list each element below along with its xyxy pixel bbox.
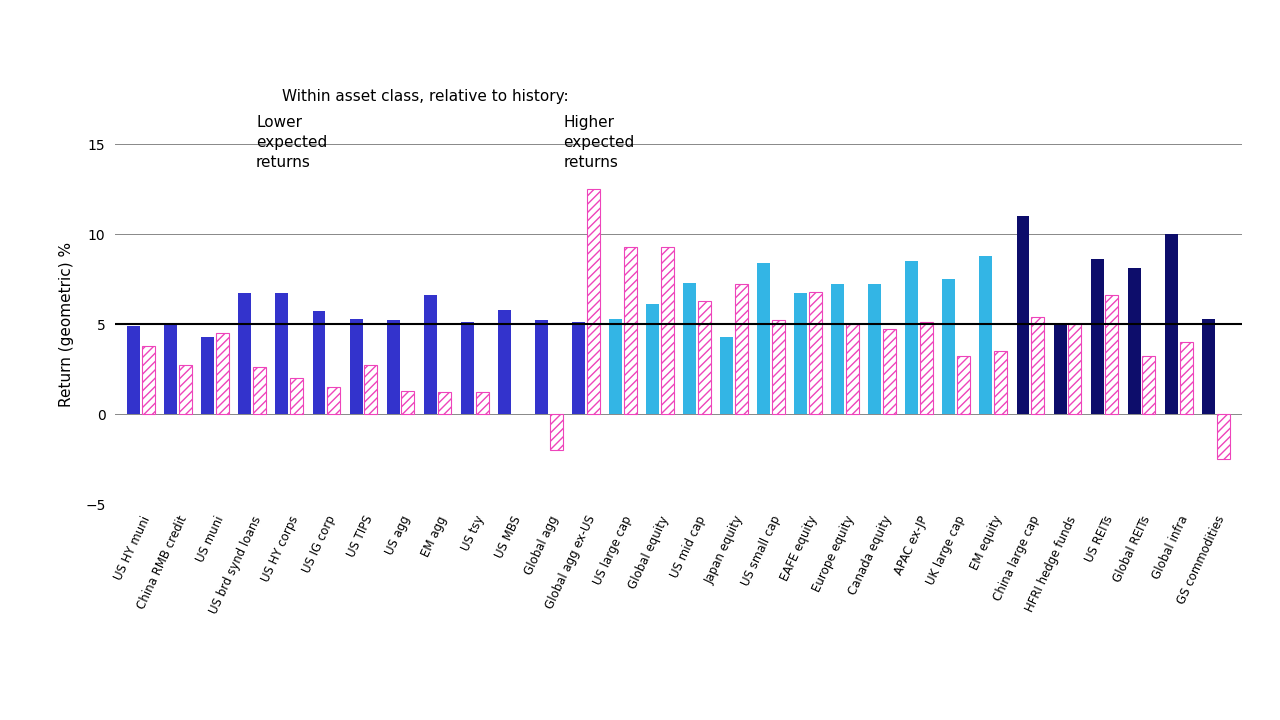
Bar: [476, 392, 489, 414]
Bar: [1128, 269, 1140, 414]
Bar: [164, 324, 177, 414]
Bar: [846, 324, 859, 414]
Bar: [942, 279, 955, 414]
Bar: [1091, 259, 1103, 414]
Bar: [623, 246, 636, 414]
Bar: [387, 320, 399, 414]
Bar: [498, 310, 511, 414]
Bar: [275, 294, 288, 414]
Bar: [684, 282, 696, 414]
Bar: [586, 189, 599, 414]
Bar: [868, 284, 881, 414]
Bar: [349, 318, 362, 414]
Bar: [312, 311, 325, 414]
Bar: [609, 318, 622, 414]
Text: Lower
expected
returns: Lower expected returns: [256, 115, 328, 170]
Y-axis label: Return (geometric) %: Return (geometric) %: [59, 241, 74, 407]
Bar: [461, 323, 474, 414]
Bar: [905, 261, 918, 414]
Bar: [646, 304, 659, 414]
Bar: [1053, 324, 1066, 414]
Bar: [831, 284, 845, 414]
Bar: [995, 351, 1007, 414]
Bar: [735, 284, 748, 414]
Bar: [1216, 414, 1230, 459]
Bar: [1016, 216, 1029, 414]
Bar: [402, 390, 415, 414]
Bar: [291, 378, 303, 414]
Bar: [920, 323, 933, 414]
Bar: [772, 320, 785, 414]
Bar: [957, 356, 970, 414]
Bar: [660, 246, 673, 414]
Bar: [549, 414, 563, 450]
Bar: [253, 367, 266, 414]
Bar: [328, 387, 340, 414]
Bar: [979, 256, 992, 414]
Bar: [127, 325, 141, 414]
Bar: [179, 365, 192, 414]
Bar: [1069, 324, 1082, 414]
Text: Within asset class, relative to history:: Within asset class, relative to history:: [282, 89, 568, 104]
Bar: [439, 392, 452, 414]
Bar: [883, 329, 896, 414]
Text: Higher
expected
returns: Higher expected returns: [563, 115, 635, 170]
Bar: [698, 301, 710, 414]
Bar: [572, 323, 585, 414]
Bar: [365, 365, 378, 414]
Bar: [1106, 295, 1119, 414]
Bar: [1165, 234, 1178, 414]
Bar: [216, 333, 229, 414]
Bar: [201, 337, 214, 414]
Bar: [238, 294, 251, 414]
Bar: [1202, 318, 1215, 414]
Bar: [535, 320, 548, 414]
Bar: [794, 294, 808, 414]
Bar: [758, 263, 771, 414]
Bar: [142, 346, 155, 414]
Bar: [1032, 317, 1044, 414]
Bar: [721, 337, 733, 414]
Bar: [809, 292, 822, 414]
Bar: [1143, 356, 1156, 414]
Bar: [1180, 342, 1193, 414]
Bar: [424, 295, 436, 414]
